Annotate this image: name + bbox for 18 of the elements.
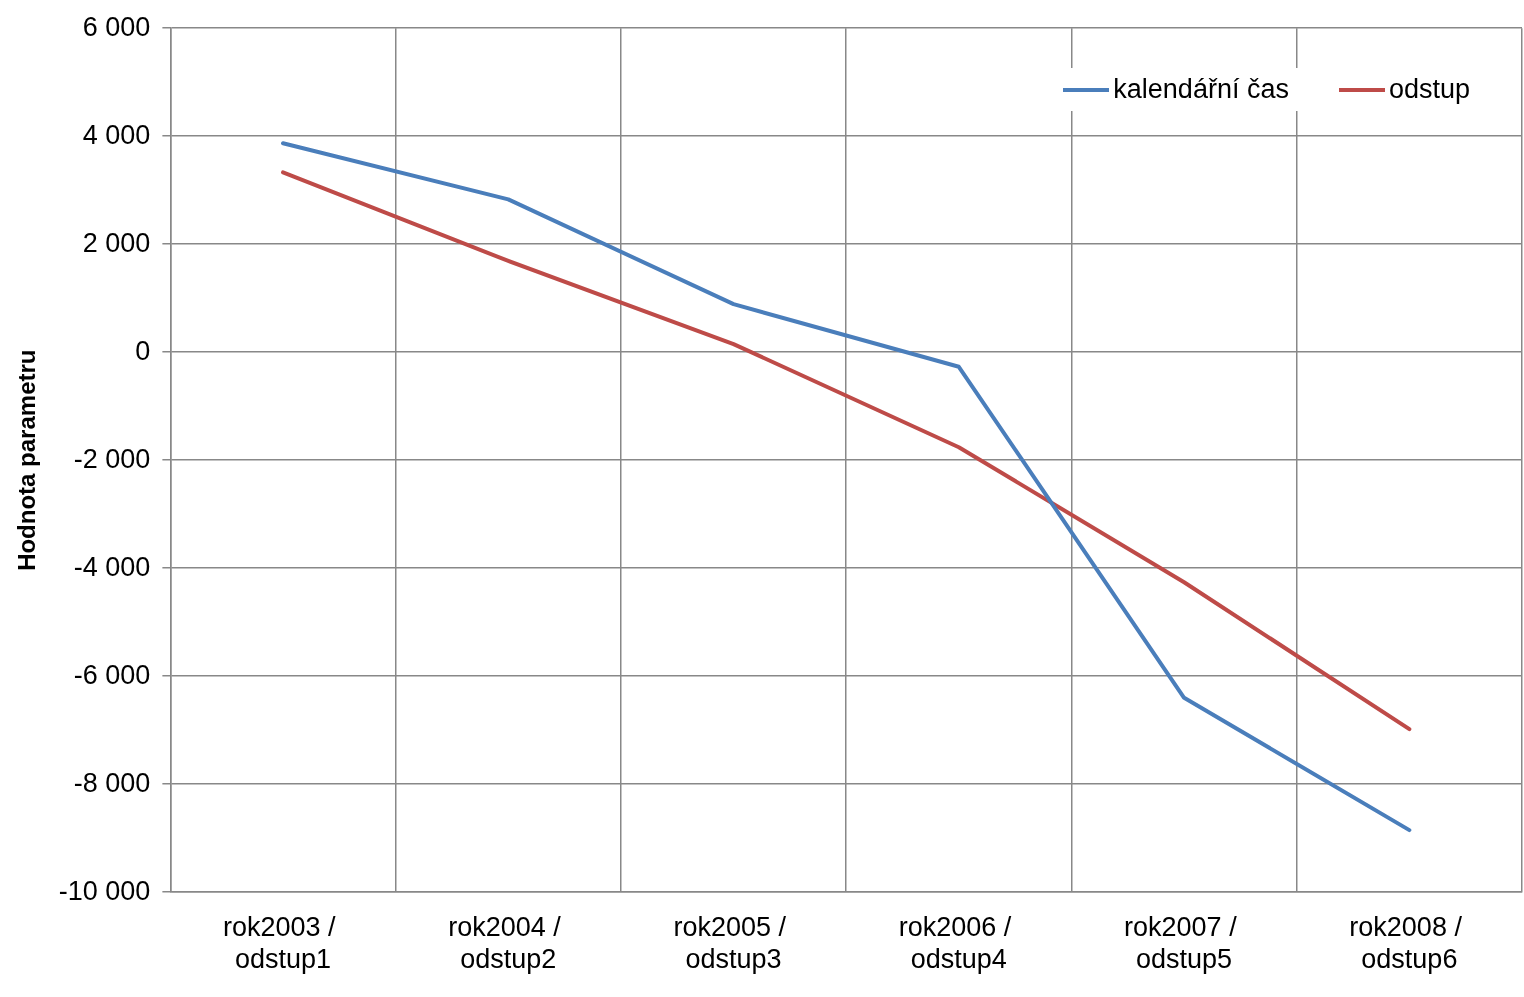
y-tick-label: -10 000 <box>58 875 151 906</box>
y-tick-label: -2 000 <box>73 443 151 474</box>
x-tick-label: rok2005 / odstup3 <box>673 911 794 975</box>
x-tick-label: rok2008 / odstup6 <box>1349 911 1470 975</box>
y-tick-label: -4 000 <box>73 551 151 582</box>
y-tick-label: -8 000 <box>73 767 151 798</box>
y-tick-label: 6 000 <box>82 11 151 42</box>
legend-label: kalendářní čas <box>1113 74 1289 106</box>
x-tick-label: rok2007 / odstup5 <box>1124 911 1245 975</box>
y-tick-label: -6 000 <box>73 659 151 690</box>
y-tick-label: 2 000 <box>82 227 151 258</box>
x-tick-label: rok2004 / odstup2 <box>448 911 569 975</box>
y-tick-label: 0 <box>135 335 151 366</box>
x-tick-label: rok2003 / odstup1 <box>222 911 344 975</box>
y-tick-label: 4 000 <box>82 119 151 150</box>
y-axis-title: Hodnota parametru <box>13 349 41 571</box>
x-tick-label: rok2006 / odstup4 <box>898 911 1019 975</box>
legend-label: odstup <box>1388 74 1470 106</box>
